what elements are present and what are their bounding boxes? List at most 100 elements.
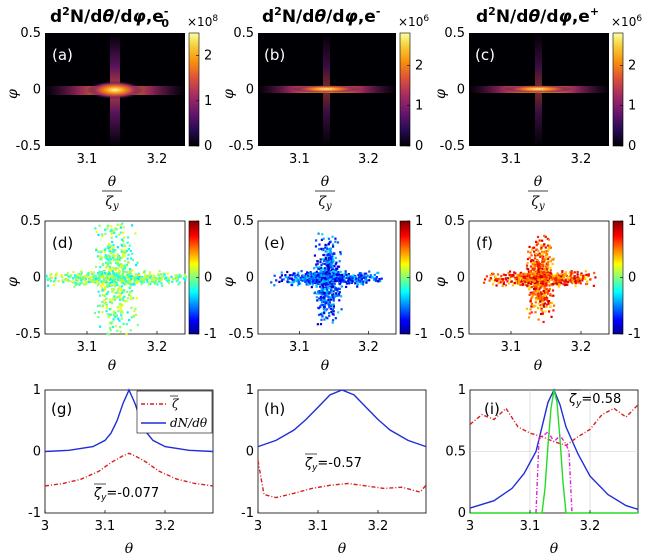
- pixel-f: [536, 283, 539, 286]
- pixel-d: [110, 225, 113, 228]
- pixel-f: [539, 284, 542, 287]
- pixel-e: [322, 286, 325, 289]
- pixel-d: [55, 272, 58, 275]
- pixel-e: [329, 240, 332, 243]
- pixel-e: [347, 279, 350, 282]
- pixel-f: [504, 284, 507, 287]
- pixel-d: [115, 267, 118, 270]
- pixel-f: [515, 279, 518, 282]
- pixel-e: [328, 306, 331, 309]
- xtick-label-h-2: 3.2: [368, 519, 389, 534]
- pixel-e: [363, 272, 366, 275]
- pixel-e: [336, 267, 339, 271]
- pixel-e: [330, 275, 333, 279]
- pixel-f: [564, 273, 567, 276]
- pixel-f: [538, 298, 542, 302]
- pixel-e: [348, 282, 351, 285]
- pixel-e: [325, 308, 329, 311]
- pixel-f: [527, 279, 530, 282]
- xlabel-h: θ: [338, 541, 347, 557]
- line-panel-g: (g) ζ dN/dθ ζy=-0.077: [44, 388, 214, 514]
- pixel-e: [338, 299, 341, 302]
- pixel-e: [351, 279, 354, 282]
- pixel-f: [530, 297, 533, 300]
- ytick-label-a-2: -0.5: [16, 139, 41, 154]
- pixel-f: [538, 263, 541, 267]
- pixel-d: [95, 230, 98, 234]
- pixel-d: [114, 272, 117, 276]
- pixel-d: [122, 280, 125, 283]
- pixel-f: [541, 303, 544, 306]
- pixel-e: [323, 287, 326, 291]
- pixel-f: [508, 277, 512, 280]
- pixel-e: [315, 284, 318, 287]
- pixel-d: [114, 268, 117, 272]
- pixel-f: [527, 250, 530, 253]
- pixel-e: [315, 270, 318, 273]
- pixel-d: [112, 254, 115, 258]
- pixel-e: [316, 277, 319, 280]
- pixel-d: [100, 273, 103, 276]
- pixel-e: [299, 278, 302, 282]
- pixel-d: [170, 275, 173, 278]
- pixel-e: [321, 258, 324, 261]
- pixel-e: [316, 262, 319, 266]
- pixel-d: [126, 297, 130, 300]
- pixel-f: [535, 248, 538, 251]
- pixel-e: [331, 235, 334, 238]
- pixel-e: [366, 279, 369, 282]
- pixel-f: [547, 257, 550, 260]
- pixel-e: [317, 232, 320, 235]
- pixel-f: [545, 268, 548, 271]
- pixel-d: [105, 281, 108, 284]
- pixel-d: [154, 280, 157, 283]
- pixel-e: [338, 273, 341, 277]
- pixel-e: [311, 283, 314, 286]
- pixel-e: [323, 294, 326, 297]
- pixel-f: [534, 304, 537, 308]
- pixel-d: [110, 281, 113, 284]
- pixel-d: [179, 274, 183, 278]
- legend-label-zeta: ζ: [172, 397, 180, 411]
- pixel-d: [87, 271, 90, 275]
- pixel-d: [123, 259, 127, 262]
- pixel-f: [533, 250, 536, 253]
- pixel-e: [314, 275, 317, 278]
- xlabel-b-zeta: ζy: [318, 194, 332, 212]
- pixel-e: [314, 245, 318, 248]
- pixel-d: [118, 270, 121, 273]
- pixel-d: [76, 282, 79, 286]
- pixel-d: [118, 276, 121, 279]
- annot-h: ζy=-0.57: [304, 456, 362, 473]
- pixel-f: [566, 280, 569, 284]
- pixel-e: [327, 258, 330, 261]
- pixel-d: [167, 276, 171, 280]
- pixel-e: [304, 278, 307, 281]
- pixel-f: [544, 294, 547, 298]
- pixel-f: [560, 279, 563, 282]
- pixel-d: [114, 228, 117, 231]
- pixel-e: [372, 278, 376, 282]
- pixel-e: [310, 286, 313, 289]
- series-h-blue: [257, 389, 427, 448]
- pixel-e: [354, 277, 358, 280]
- colorbar-a: [188, 32, 200, 147]
- pixel-d: [146, 276, 149, 280]
- pixel-d: [101, 263, 104, 266]
- pixel-d: [99, 294, 102, 297]
- ytick-label-b-2: -0.5: [229, 139, 254, 154]
- pixel-d: [124, 270, 128, 274]
- pixel-f: [520, 274, 523, 278]
- pixel-f: [555, 273, 559, 277]
- cbar-tick-label-a-0: 2: [204, 49, 212, 64]
- pixel-f: [535, 275, 538, 278]
- pixel-d: [122, 269, 125, 273]
- pixel-d: [79, 273, 83, 276]
- pixel-f: [534, 290, 537, 293]
- pixel-e: [331, 308, 334, 311]
- pixel-d: [124, 283, 128, 286]
- pixel-e: [344, 271, 347, 274]
- pixel-d: [99, 280, 102, 283]
- pixel-e: [337, 292, 341, 296]
- pixel-e: [327, 292, 330, 295]
